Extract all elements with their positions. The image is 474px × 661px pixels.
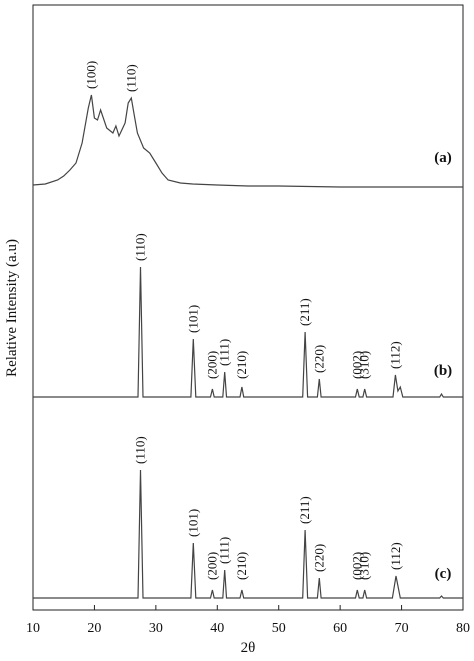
pattern-line <box>32 94 463 188</box>
pattern-line <box>33 469 463 599</box>
pattern-line <box>33 266 463 398</box>
series-label: (a) <box>434 150 452 166</box>
x-tick-label: 30 <box>149 621 163 636</box>
peak-label: (111) <box>217 339 232 366</box>
peak-label: (112) <box>388 542 403 570</box>
peak-label: (200) <box>204 552 219 580</box>
peak-label: (110) <box>133 233 148 261</box>
peak-label: (220) <box>311 345 326 373</box>
peak-label: (220) <box>311 544 326 572</box>
x-tick-label: 60 <box>333 621 347 636</box>
x-tick-label: 10 <box>26 621 40 636</box>
peak-label: (112) <box>387 341 402 369</box>
peak-label: (002) <box>349 552 364 580</box>
peak-label: (110) <box>123 64 138 92</box>
x-tick-label: 20 <box>87 621 101 636</box>
peak-label: (210) <box>234 552 249 580</box>
peak-label: (101) <box>185 305 200 333</box>
peak-label: (101) <box>185 509 200 537</box>
peak-label: (310) <box>357 351 372 379</box>
y-axis-label: Relative Intensity (a.u) <box>4 239 20 377</box>
peak-label: (002) <box>349 351 364 379</box>
peak-label: (110) <box>133 436 148 464</box>
peak-label: (211) <box>297 298 312 326</box>
plot-frame <box>32 4 464 611</box>
peak-label: (100) <box>83 61 98 89</box>
x-tick-label: 70 <box>395 621 409 636</box>
x-tick-label: 50 <box>272 621 286 636</box>
series-label: (b) <box>434 363 452 379</box>
x-axis-label: 2θ <box>241 640 256 656</box>
peak-label: (211) <box>297 496 312 524</box>
peak-label: (210) <box>234 351 249 379</box>
x-tick-label: 80 <box>456 621 470 636</box>
peak-label: (310) <box>357 552 372 580</box>
x-tick-label: 40 <box>210 621 224 636</box>
peak-label: (200) <box>204 351 219 379</box>
series-label: (c) <box>435 566 452 582</box>
peak-label: (111) <box>217 537 232 564</box>
